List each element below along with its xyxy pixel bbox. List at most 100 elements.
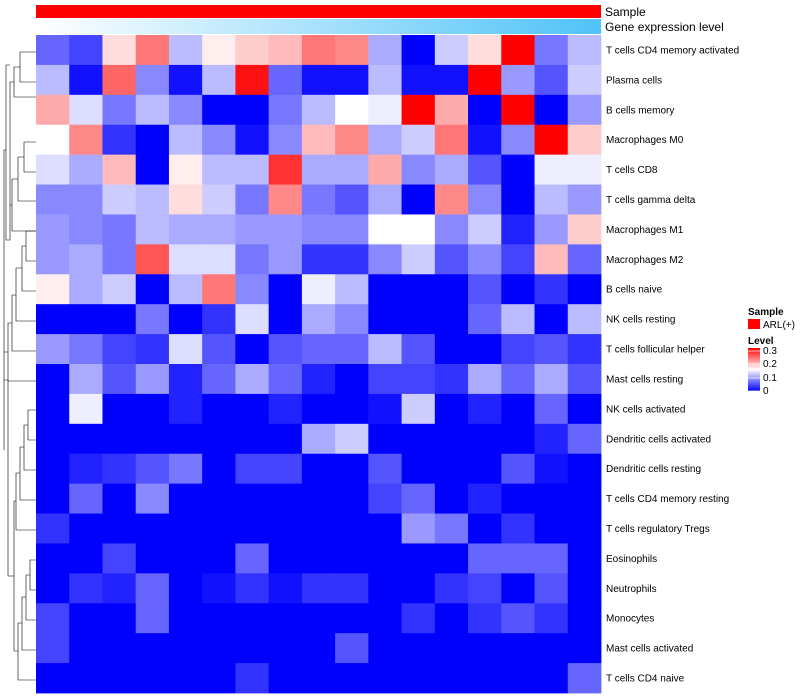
row-label: T cells CD8 [606, 165, 658, 176]
heatmap-cell [69, 663, 103, 694]
heatmap-cell [268, 393, 303, 425]
heatmap-cell [301, 334, 336, 365]
heatmap-cell [401, 214, 436, 245]
heatmap-cell [434, 35, 469, 66]
heatmap-cell [468, 184, 502, 215]
heatmap-cell [135, 94, 170, 126]
heatmap-cell [36, 513, 70, 544]
heatmap-cell [268, 184, 303, 215]
heatmap-cell [135, 35, 170, 66]
heatmap-cell [202, 244, 236, 275]
heatmap-cell [534, 633, 569, 664]
heatmap-cell [235, 603, 270, 634]
heatmap-cell [69, 184, 103, 215]
heatmap-cell [401, 393, 436, 425]
heatmap-cell [168, 453, 203, 485]
heatmap-cell [534, 364, 569, 395]
heatmap-cell [501, 64, 535, 96]
heatmap-cell [468, 423, 502, 455]
heatmap-cell [168, 633, 203, 664]
heatmap-cell [135, 633, 170, 664]
heatmap-cell [168, 393, 203, 425]
heatmap-cell [335, 393, 369, 425]
heatmap-cell [36, 603, 70, 634]
heatmap-cell [202, 304, 236, 335]
heatmap-cell [102, 453, 137, 485]
heatmap-cell [69, 35, 103, 66]
heatmap-cell [434, 94, 469, 126]
heatmap-cell [468, 513, 502, 544]
heatmap-cell [567, 214, 602, 245]
row-label: Dendritic cells activated [606, 434, 711, 445]
heatmap-cell [102, 573, 137, 604]
heatmap-cell [468, 633, 502, 664]
heatmap-cell [168, 244, 203, 275]
heatmap-cell [268, 154, 303, 185]
heatmap-cell [36, 483, 70, 514]
heatmap-cell [202, 633, 236, 664]
heatmap-cell [401, 543, 436, 574]
heatmap-cell [102, 244, 137, 275]
heatmap-cell [368, 483, 402, 514]
row-label: NK cells activated [606, 404, 685, 415]
heatmap-cell [135, 154, 170, 185]
heatmap-cell [434, 244, 469, 275]
heatmap-cell [268, 453, 303, 485]
heatmap-cell [501, 154, 535, 185]
heatmap-cell [534, 573, 569, 604]
heatmap-cell [202, 513, 236, 544]
heatmap-cell [368, 663, 402, 694]
heatmap-cell [335, 513, 369, 544]
sample-annotation-bar [36, 5, 601, 18]
heatmap-cell [102, 364, 137, 395]
heatmap-cell [368, 633, 402, 664]
heatmap-cell [401, 94, 436, 126]
heatmap-cell [534, 64, 569, 96]
heatmap-cell [567, 543, 602, 574]
heatmap-cell [102, 304, 137, 335]
heatmap-cell [301, 423, 336, 455]
heatmap-cell [567, 423, 602, 455]
heatmap-cell [235, 274, 270, 305]
heatmap-cell [534, 513, 569, 544]
heatmap-cell [501, 334, 535, 365]
heatmap-cell [368, 35, 402, 66]
heatmap-cell [567, 154, 602, 185]
heatmap-cell [401, 304, 436, 335]
heatmap-cell [368, 603, 402, 634]
row-label: T cells regulatory Tregs [606, 524, 710, 535]
legend-sample-title: Sample [748, 307, 784, 318]
heatmap-cell [69, 274, 103, 305]
heatmap-cell [534, 184, 569, 215]
heatmap-cell [401, 513, 436, 544]
heatmap-cell [468, 364, 502, 395]
heatmap-cell [434, 393, 469, 425]
heatmap-cell [501, 94, 535, 126]
heatmap-cell [534, 274, 569, 305]
heatmap-cell [401, 663, 436, 694]
heatmap-cell [368, 154, 402, 185]
heatmap-cell [36, 364, 70, 395]
heatmap-cell [567, 244, 602, 275]
heatmap-cell [36, 334, 70, 365]
heatmap-cell [268, 543, 303, 574]
row-label: B cells memory [606, 105, 674, 116]
heatmap-cell [501, 513, 535, 544]
heatmap-cell [368, 573, 402, 604]
heatmap-cell [235, 663, 270, 694]
heatmap-cell [335, 154, 369, 185]
heatmap-cell [501, 304, 535, 335]
heatmap-cell [168, 124, 203, 156]
heatmap-cell [135, 364, 170, 395]
heatmap-cell [401, 334, 436, 365]
heatmap-cell [135, 513, 170, 544]
heatmap-cell [335, 603, 369, 634]
heatmap-cell [368, 214, 402, 245]
dendrogram-branch [4, 379, 36, 681]
heatmap-cell [567, 453, 602, 485]
heatmap-cell [335, 64, 369, 96]
heatmap-cell [69, 304, 103, 335]
heatmap-cell [235, 304, 270, 335]
heatmap-cell [69, 364, 103, 395]
heatmap-cell [534, 483, 569, 514]
